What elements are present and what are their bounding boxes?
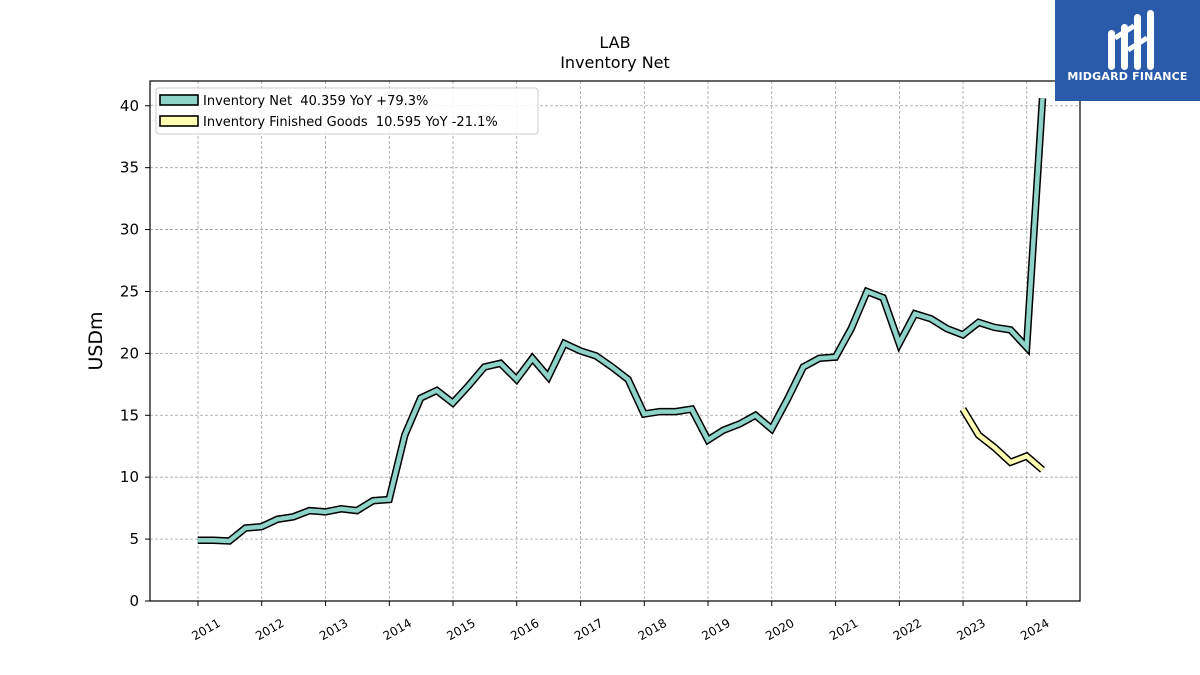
plot-area-frame	[149, 80, 1081, 602]
y-tick-label: 25	[120, 282, 139, 300]
x-tick-label: 2020	[763, 616, 796, 643]
y-tick-label: 10	[120, 468, 139, 486]
y-tick-label: 20	[120, 344, 139, 362]
legend-box	[155, 87, 539, 135]
logo-wordmark: MIDGARD FINANCE	[1067, 70, 1188, 83]
x-tick-label: 2022	[891, 616, 924, 643]
y-tick-label: 0	[129, 592, 139, 610]
x-tick-label: 2021	[827, 616, 860, 643]
logo-mark-icon	[1108, 10, 1154, 70]
x-tick-label: 2013	[317, 616, 350, 643]
legend-swatch	[159, 94, 199, 106]
y-tick-label: 15	[120, 406, 139, 424]
y-axis-label: USDm	[85, 311, 107, 370]
grid	[150, 81, 1080, 602]
y-tick-label: 5	[129, 530, 139, 548]
x-tick-label: 2019	[699, 616, 732, 643]
legend: Inventory Net 40.359 YoY +79.3% Inventory…	[155, 87, 539, 135]
legend-swatch	[159, 115, 199, 127]
series-0-outline	[197, 98, 1047, 545]
x-tick-label: 2024	[1018, 616, 1051, 643]
x-tick-label: 2011	[189, 616, 222, 643]
y-tick-label: 40	[120, 97, 139, 115]
midgard-finance-logo: MIDGARD FINANCE	[1055, 0, 1200, 101]
x-tick-label: 2023	[954, 616, 987, 643]
x-tick-label: 2014	[381, 616, 414, 643]
y-tick-label: 30	[120, 221, 139, 239]
x-tick-label: 2015	[444, 616, 477, 643]
x-tick-label: 2016	[508, 616, 541, 643]
x-tick-label: 2012	[253, 616, 286, 643]
legend-label: Inventory Finished Goods 10.595 YoY -21.…	[203, 115, 498, 130]
series-0-line	[197, 98, 1045, 544]
legend-label: Inventory Net 40.359 YoY +79.3%	[203, 94, 428, 109]
x-tick-label: 2018	[636, 616, 669, 643]
chart-subtitle: Inventory Net	[560, 53, 670, 72]
axes: 0 5 10 15 20 25 30 35 40 2011 2012 2013 2014 2015 2016…	[120, 97, 1052, 644]
chart-title: LAB	[599, 33, 630, 52]
x-tick-label: 2017	[572, 616, 605, 643]
series-1-line	[960, 407, 1044, 472]
series-layer	[197, 98, 1047, 545]
y-tick-label: 35	[120, 159, 139, 177]
